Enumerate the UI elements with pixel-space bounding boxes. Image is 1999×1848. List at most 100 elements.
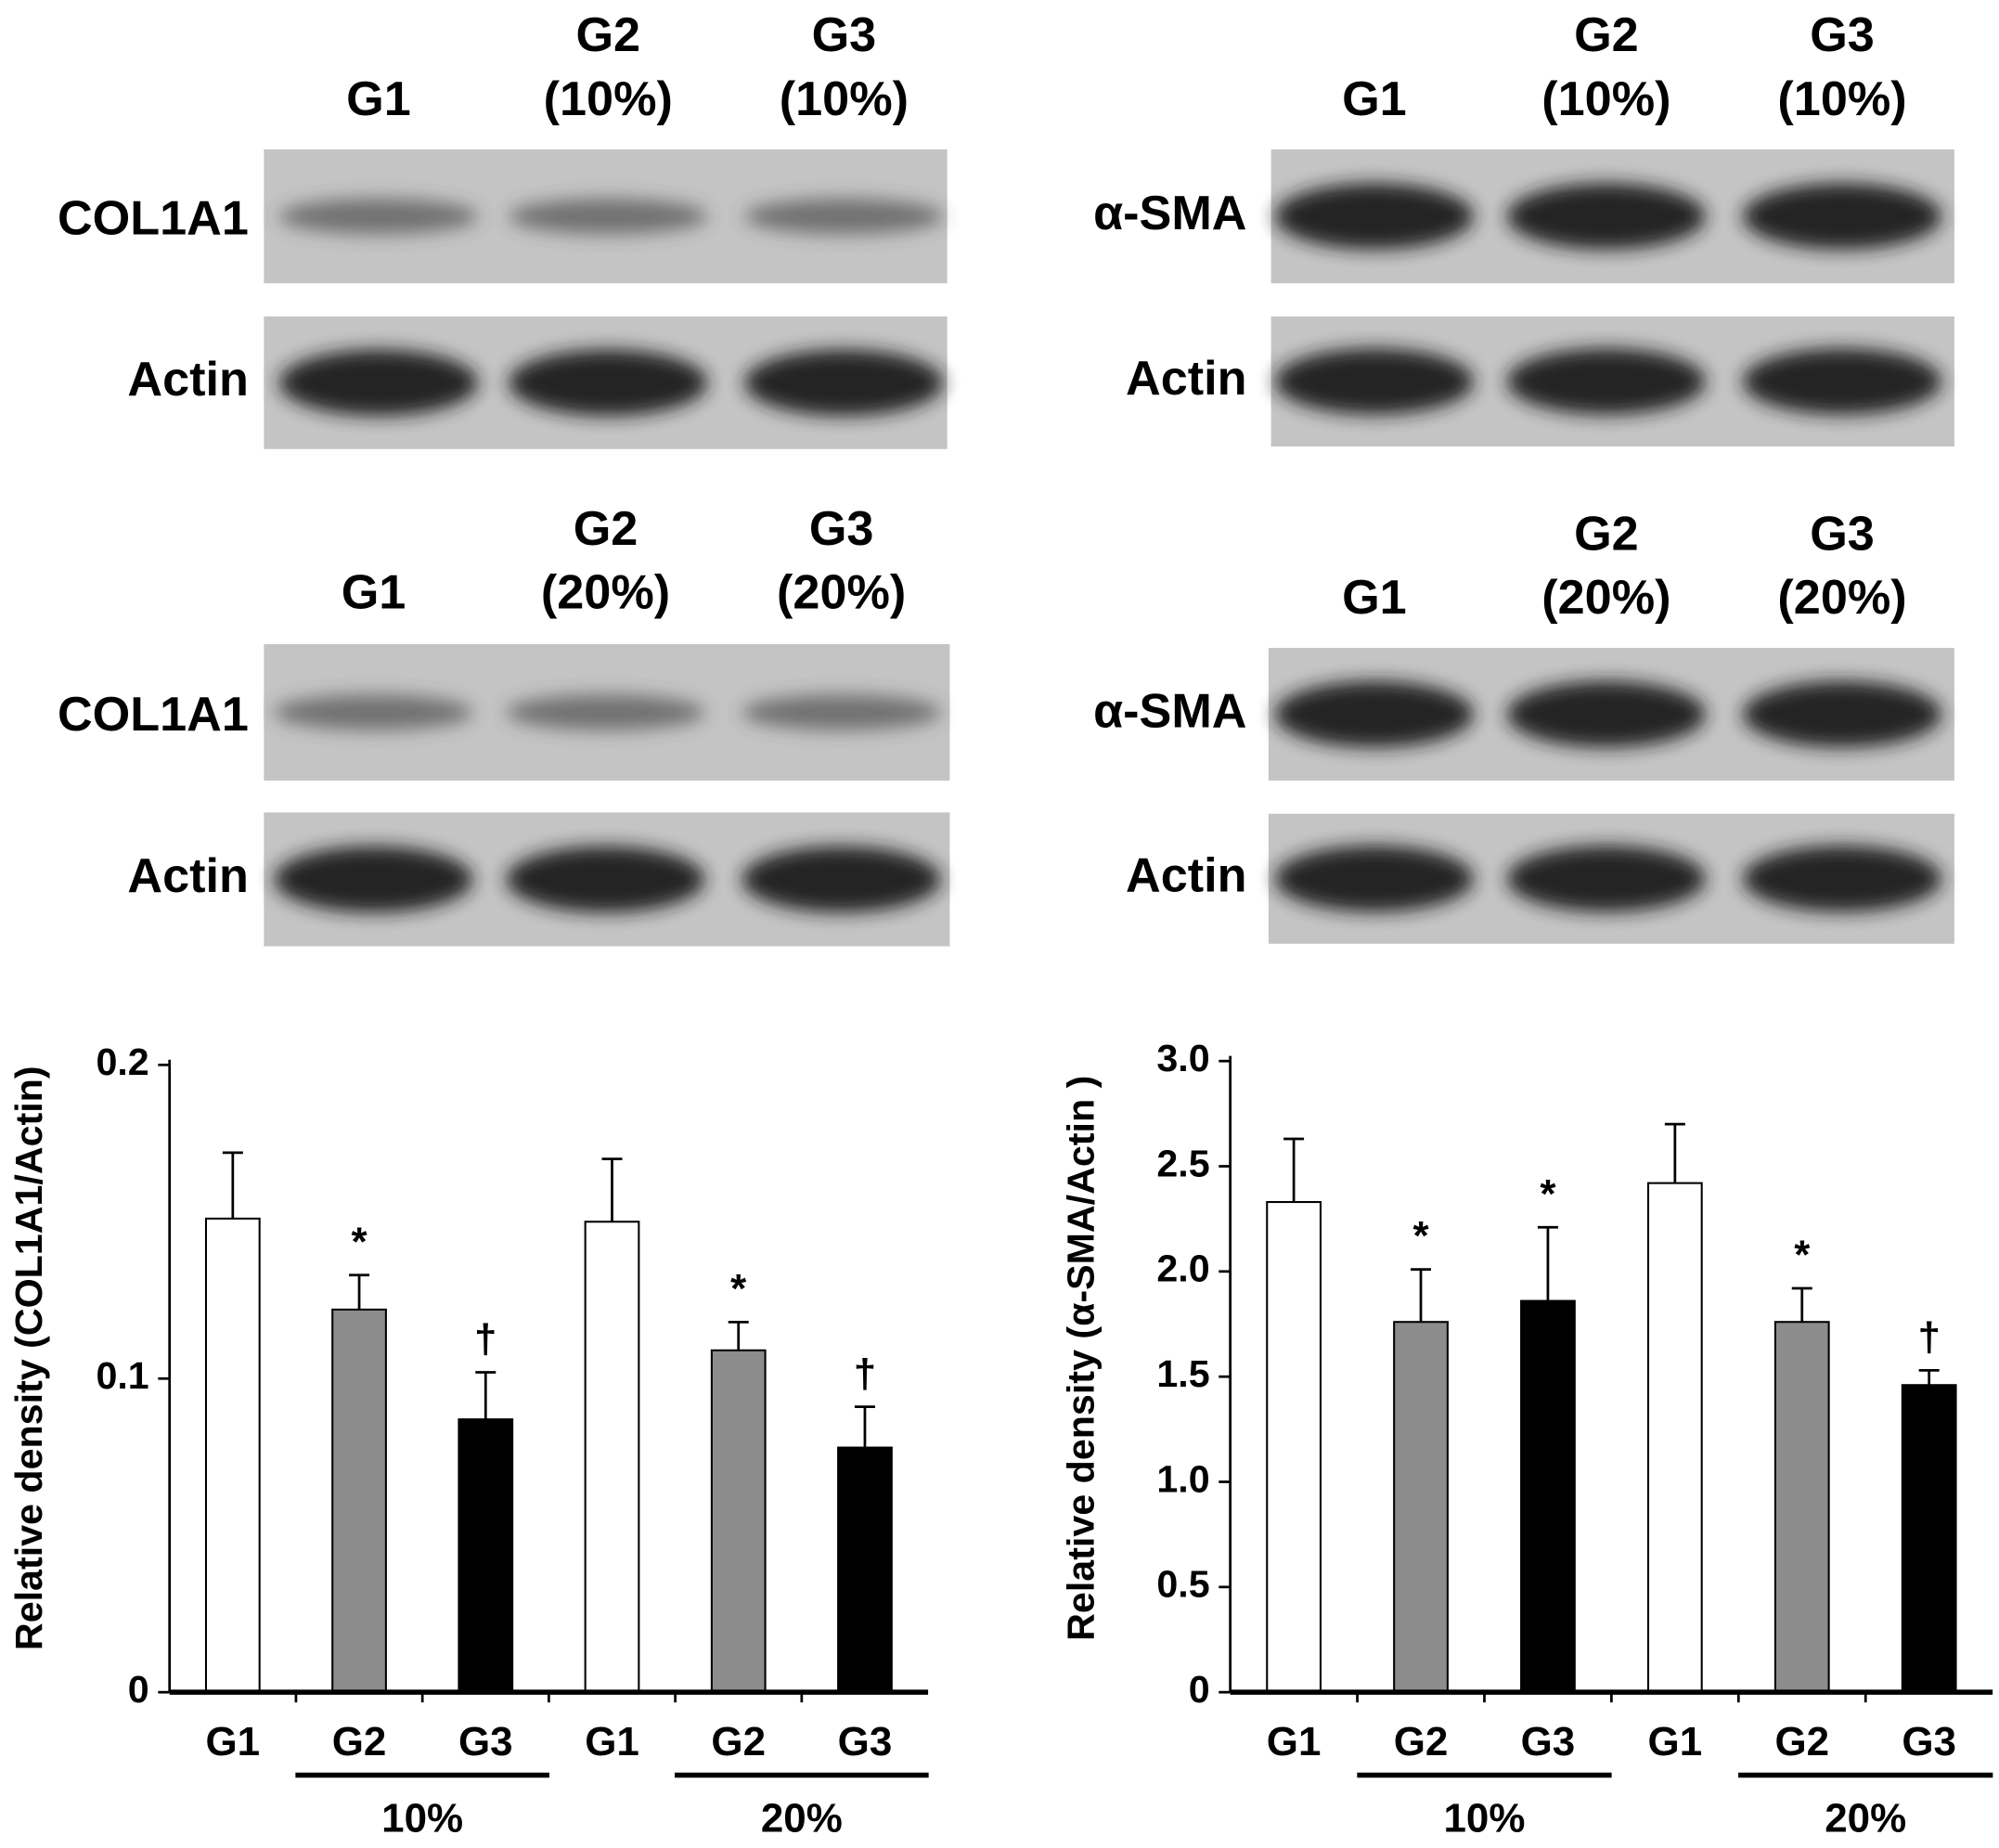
bar [1901,1384,1957,1694]
y-tick-label: 1.0 [1156,1457,1209,1500]
x-tick-label: G2 [1774,1719,1829,1764]
blot-band [278,349,479,417]
blot-band [1742,846,1942,912]
bar [331,1308,387,1694]
significance-mark: * [1412,1213,1429,1259]
lane-label: G1 [342,566,406,620]
blot-band [1274,183,1475,250]
lane-label: G1 [1342,72,1407,126]
x-tick-label: G1 [1648,1719,1703,1764]
row-label: Actin [127,849,248,903]
row-label: α-SMA [1093,187,1246,240]
lane-label: (10%) [780,72,909,126]
y-tick-label: 1.5 [1156,1352,1209,1395]
y-axis-label: Relative density (α-SMA/Actin ) [1060,1076,1103,1641]
blot-band [1742,680,1942,748]
x-tick-label: G3 [1902,1719,1956,1764]
x-tick-label: G2 [332,1719,387,1764]
bar [1520,1299,1576,1694]
significance-mark: * [1794,1233,1811,1278]
lane-label: G3 [812,8,877,62]
blot-band [744,198,944,235]
row-label: Actin [1126,352,1246,406]
y-tick-label: 0.2 [96,1040,148,1083]
blot-band [1506,680,1707,748]
x-tick-label: G1 [1267,1719,1322,1764]
lane-label: (10%) [544,72,673,126]
blot-band [742,694,941,730]
lane-label: (20%) [1777,571,1906,625]
x-tick-label: G3 [458,1719,513,1764]
blot-band [1506,183,1707,250]
blot-band [509,349,708,417]
y-tick-label: 2.5 [1156,1142,1209,1184]
blot-band [274,846,473,913]
significance-mark: * [1540,1171,1556,1217]
blot-band [1274,680,1475,748]
row-label: COL1A1 [58,688,249,742]
lane-label: (20%) [777,566,906,620]
lane-label: (10%) [1777,72,1906,126]
bar [584,1221,640,1694]
y-tick-label: 3.0 [1156,1037,1209,1079]
lane-label: G2 [1574,8,1639,62]
bar [204,1217,261,1694]
y-tick-label: 0.1 [96,1354,148,1397]
y-tick-label: 0 [1189,1668,1210,1711]
row-label: Actin [1126,849,1246,903]
row-label: Actin [127,353,248,407]
blot-band [509,198,708,235]
y-tick-label: 0.5 [1156,1563,1209,1606]
significance-mark: * [730,1266,747,1312]
blot-band [1506,348,1707,415]
lane-label: G3 [1810,507,1875,561]
y-axis-label: Relative density (COL1A1/Actin) [7,1066,50,1650]
significance-mark: † [1917,1314,1940,1360]
bar [1646,1182,1703,1694]
blot-band [506,694,705,730]
group-label: 10% [381,1796,463,1842]
blot-band [274,694,473,730]
group-label: 10% [1443,1796,1525,1842]
y-tick-label: 0 [128,1668,149,1711]
significance-mark: † [854,1350,876,1396]
group-label: 20% [761,1796,843,1842]
bar [458,1418,514,1694]
x-tick-label: G3 [1521,1719,1576,1764]
significance-mark: † [474,1316,497,1362]
x-tick-label: G2 [711,1719,766,1764]
bar [1773,1321,1830,1694]
x-tick-label: G3 [838,1719,893,1764]
blot-band [742,846,941,913]
x-tick-label: G1 [206,1719,261,1764]
x-tick-label: G1 [585,1719,639,1764]
group-label: 20% [1825,1796,1906,1842]
y-tick-label: 2.0 [1156,1247,1209,1290]
blot-band [744,349,944,417]
blot-band [1274,348,1475,415]
x-tick-label: G2 [1394,1719,1449,1764]
blot-band [1274,846,1475,912]
blot-band [1742,348,1942,415]
significance-mark: * [351,1219,368,1264]
blot-band [278,198,479,235]
bar [710,1349,767,1694]
row-label: COL1A1 [58,191,249,245]
lane-label: G1 [1342,571,1407,625]
lane-label: G1 [346,72,411,126]
lane-label: G2 [1574,507,1639,561]
bar [1393,1321,1449,1694]
bar [1266,1201,1322,1694]
lane-label: G3 [809,502,874,556]
lane-label: G2 [575,8,640,62]
lane-label: (10%) [1541,72,1670,126]
blot-band [1742,183,1942,250]
lane-label: G2 [574,502,638,556]
lane-label: (20%) [541,566,670,620]
blot-band [1506,846,1707,912]
row-label: α-SMA [1093,684,1246,738]
lane-label: (20%) [1541,571,1670,625]
lane-label: G3 [1810,8,1875,62]
blot-band [506,846,705,913]
